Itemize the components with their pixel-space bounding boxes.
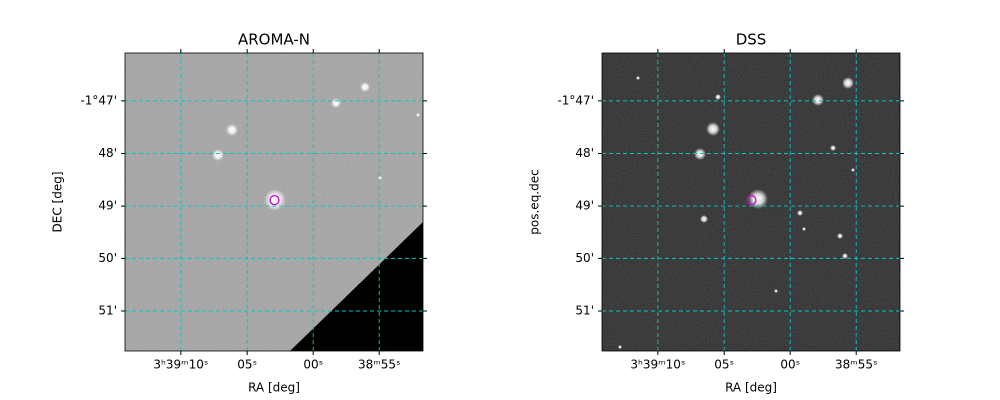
chart-title: DSS: [736, 31, 767, 49]
y-tick-label: 50': [575, 251, 594, 265]
image-mask: [290, 222, 423, 351]
x-axis-label: RA [deg]: [248, 381, 300, 395]
x-tick-label: 3ʰ39ᵐ10ˢ: [153, 358, 208, 372]
x-axis-label: RA [deg]: [725, 381, 777, 395]
x-tick-label: 00ˢ: [780, 358, 800, 372]
y-axis-label: DEC [deg]: [51, 172, 65, 233]
y-axis-label: pos.eq.dec: [528, 169, 542, 234]
target-marker: [269, 194, 280, 206]
y-tick-label: -1°47': [80, 93, 117, 107]
y-tick-label: 49': [98, 199, 117, 213]
x-tick-label: 05ˢ: [714, 358, 734, 372]
y-tick-label: 48': [98, 146, 117, 160]
y-tick-label: 50': [98, 251, 117, 265]
y-tick-label: 51': [98, 303, 117, 317]
x-tick-label: 3ʰ39ᵐ10ˢ: [630, 358, 685, 372]
plot-frame: [601, 52, 901, 352]
chart-title: AROMA-N: [238, 31, 310, 49]
image-panel: [602, 53, 900, 351]
stars: [212, 82, 420, 211]
x-tick-label: 38ᵐ55ˢ: [358, 358, 401, 372]
y-tick-label: 51': [575, 303, 594, 317]
y-tick-label: 49': [575, 199, 594, 213]
target-marker: [746, 194, 757, 206]
image-panel: [125, 53, 423, 351]
y-tick-label: -1°47': [557, 93, 594, 107]
y-tick-label: 48': [575, 146, 594, 160]
plot-frame: [124, 52, 424, 352]
x-tick-label: 05ˢ: [237, 358, 257, 372]
x-tick-label: 38ᵐ55ˢ: [835, 358, 878, 372]
x-tick-label: 00ˢ: [303, 358, 323, 372]
